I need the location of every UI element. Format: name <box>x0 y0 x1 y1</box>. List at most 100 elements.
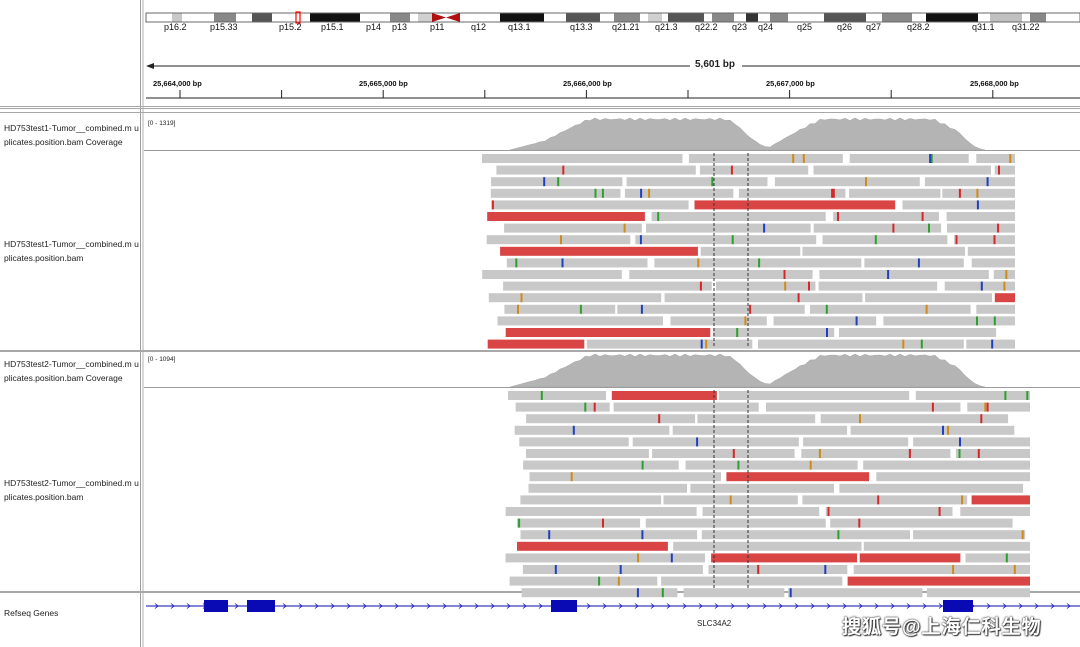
track1-coverage-plot[interactable] <box>509 117 986 151</box>
alignment-read[interactable] <box>960 507 1030 516</box>
alignment-read[interactable] <box>913 437 1030 447</box>
alignment-read[interactable] <box>521 588 678 598</box>
alignment-read[interactable] <box>993 270 1015 279</box>
panel-divider[interactable] <box>142 0 144 647</box>
alignment-read[interactable] <box>853 565 1030 574</box>
alignment-read[interactable] <box>617 304 805 314</box>
alignment-read[interactable] <box>664 293 863 303</box>
alignment-read[interactable] <box>497 316 664 326</box>
alignment-read[interactable] <box>652 449 795 458</box>
alignment-read[interactable] <box>864 258 964 268</box>
alignment-read[interactable] <box>965 553 1031 563</box>
alignment-read[interactable] <box>849 188 941 198</box>
alignment-read[interactable] <box>926 588 1030 598</box>
gene-exon[interactable] <box>551 600 577 612</box>
alignment-read[interactable] <box>504 304 616 314</box>
alignment-read[interactable] <box>522 565 703 574</box>
alignment-read[interactable] <box>632 437 799 447</box>
alignment-read[interactable] <box>994 293 1015 303</box>
alignment-read[interactable] <box>700 246 801 256</box>
gene-exon[interactable] <box>943 600 973 612</box>
alignment-read[interactable] <box>766 402 961 412</box>
alignment-read[interactable] <box>654 258 862 268</box>
alignment-read[interactable] <box>883 316 1015 326</box>
alignment-read[interactable] <box>711 553 857 563</box>
alignment-read[interactable] <box>683 588 785 598</box>
alignment-read[interactable] <box>976 304 1015 314</box>
alignment-read[interactable] <box>586 339 753 349</box>
alignment-read[interactable] <box>813 223 942 233</box>
alignment-read[interactable] <box>819 270 989 279</box>
alignment-read[interactable] <box>520 530 698 540</box>
alignment-read[interactable] <box>505 507 697 516</box>
alignment-read[interactable] <box>876 472 1030 482</box>
alignment-read[interactable] <box>688 154 843 163</box>
alignment-read[interactable] <box>718 391 910 400</box>
alignment-read[interactable] <box>966 339 1015 349</box>
alignment-read[interactable] <box>482 270 622 279</box>
gene-exon[interactable] <box>247 600 275 612</box>
alignment-read[interactable] <box>520 495 662 505</box>
alignment-read[interactable] <box>519 437 629 447</box>
alignment-read[interactable] <box>813 165 992 175</box>
alignment-read[interactable] <box>774 177 920 187</box>
alignment-read[interactable] <box>523 460 679 470</box>
alignment-read[interactable] <box>690 483 834 493</box>
alignment-read[interactable] <box>839 483 1024 493</box>
alignment-read[interactable] <box>526 449 649 458</box>
alignment-read[interactable] <box>500 246 698 256</box>
alignment-read[interactable] <box>715 281 816 291</box>
alignment-read[interactable] <box>645 518 826 528</box>
alignment-read[interactable] <box>651 212 826 221</box>
alignment-read[interactable] <box>490 188 621 198</box>
alignment-read[interactable] <box>708 565 848 574</box>
alignment-read[interactable] <box>863 460 1030 470</box>
alignment-read[interactable] <box>491 200 689 210</box>
alignment-read[interactable] <box>699 165 809 175</box>
alignment-read[interactable] <box>504 223 642 233</box>
alignment-read[interactable] <box>947 223 1015 233</box>
alignment-read[interactable] <box>673 541 862 551</box>
alignment-read[interactable] <box>661 576 843 586</box>
alignment-read[interactable] <box>629 270 813 279</box>
alignment-read[interactable] <box>773 316 877 326</box>
alignment-read[interactable] <box>865 293 992 303</box>
alignment-read[interactable] <box>839 328 997 337</box>
track2-coverage-plot[interactable] <box>509 353 986 388</box>
alignment-read[interactable] <box>847 576 1030 586</box>
alignment-read[interactable] <box>833 212 939 221</box>
alignment-read[interactable] <box>818 281 938 291</box>
alignment-read[interactable] <box>726 472 870 482</box>
alignment-read[interactable] <box>672 425 848 435</box>
alignment-read[interactable] <box>702 507 820 516</box>
alignment-read[interactable] <box>482 154 683 163</box>
alignment-read[interactable] <box>924 177 1015 187</box>
track2-alignment-name[interactable]: HD753test2-Tumor__combined.m uplicates.p… <box>4 478 139 502</box>
refseq-track-name[interactable]: Refseq Genes <box>4 608 59 618</box>
alignment-read[interactable] <box>516 518 641 528</box>
alignment-read[interactable] <box>944 281 1015 291</box>
alignment-read[interactable] <box>859 553 961 563</box>
track2-coverage-name[interactable]: HD753test2-Tumor__combined.m uplicates.p… <box>4 359 139 383</box>
alignment-read[interactable] <box>487 339 585 349</box>
alignment-read[interactable] <box>942 188 1015 198</box>
alignment-read[interactable] <box>515 402 610 412</box>
alignment-read[interactable] <box>670 316 767 326</box>
alignment-read[interactable] <box>955 449 1030 458</box>
gene-exon[interactable] <box>204 600 228 612</box>
alignment-read[interactable] <box>508 391 606 400</box>
alignment-read[interactable] <box>976 154 1015 163</box>
alignment-read[interactable] <box>971 495 1030 505</box>
chromosome-ideogram[interactable] <box>145 12 1080 23</box>
alignment-read[interactable] <box>850 425 1015 435</box>
alignment-read[interactable] <box>801 449 951 458</box>
alignment-read[interactable] <box>915 391 1030 400</box>
alignment-read[interactable] <box>913 530 1026 540</box>
alignment-read[interactable] <box>646 223 811 233</box>
alignment-read[interactable] <box>503 281 712 291</box>
alignment-read[interactable] <box>758 339 964 349</box>
alignment-read[interactable] <box>825 507 953 516</box>
alignment-read[interactable] <box>788 588 923 598</box>
alignment-read[interactable] <box>803 437 909 447</box>
